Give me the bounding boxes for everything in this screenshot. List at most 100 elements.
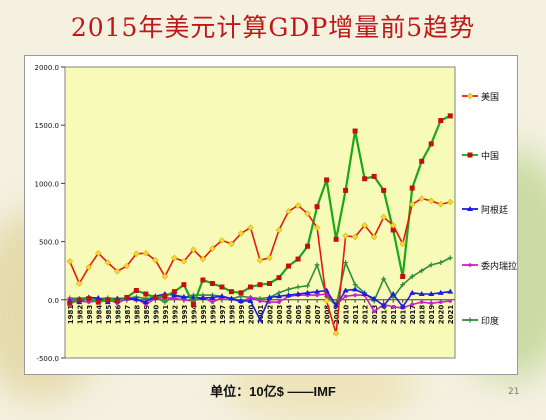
data-point [438,118,444,124]
gdp-line-chart: -500.0 0.0 500.0 1000.0 1500.0 2000.0 1981 1982… [35,64,518,363]
x-tick-label: 1986 [114,305,122,325]
data-point [419,268,425,274]
data-point [428,141,434,147]
data-point [390,290,397,296]
x-tick-label: 2004 [286,305,294,325]
x-tick-label: 1998 [228,305,236,325]
x-tick-label: 2009 [333,305,341,325]
data-point [237,230,245,237]
data-point [428,290,435,296]
data-point [123,262,131,270]
x-tick-label: 2017 [409,305,417,325]
data-point [467,152,473,158]
page-number: 21 [508,387,520,397]
footer-unit-note: 单位：10亿$ ——IMF [210,384,336,399]
data-point [86,300,91,304]
data-point [372,309,376,314]
data-point [410,302,414,307]
data-point [437,200,445,208]
data-point [66,258,74,265]
x-tick-label: 2006 [305,305,313,325]
x-tick-label: 1983 [86,305,94,325]
data-point [305,243,311,249]
data-point [295,290,302,296]
data-point [133,296,140,302]
data-point [446,198,454,206]
data-point [380,302,387,308]
data-point [277,300,281,304]
y-tick-label: -500.0 [36,355,59,363]
data-point [247,297,254,303]
data-point [381,276,387,282]
data-point [248,295,253,300]
data-point [447,255,453,261]
data-point [113,267,121,275]
data-point [152,294,158,300]
y-tick-label: 500.0 [39,239,59,247]
data-point [95,299,101,305]
data-point [380,213,388,221]
x-tick-label: 2001 [257,305,265,325]
data-point [467,206,473,211]
data-point [182,298,186,302]
data-point [400,274,406,280]
data-point [86,296,92,302]
data-point [142,299,149,305]
data-point [210,300,215,304]
x-tick-label: 1984 [95,305,103,325]
data-point [467,317,473,323]
data-point [143,291,149,297]
data-point [180,258,188,265]
data-point [343,294,348,299]
x-tick-label: 2012 [362,305,370,325]
y-tick-label: 1500.0 [35,122,60,130]
data-point [105,297,111,303]
legend-label: 阿根廷 [481,204,508,216]
y-tick-label: 0.0 [48,297,59,305]
y-tick-label: 1000.0 [35,180,60,188]
data-point [286,263,292,269]
data-point [275,226,283,234]
data-point [219,284,225,290]
data-point [218,293,225,299]
x-tick-label: 2011 [352,305,360,325]
chart-frame: -500.0 0.0 500.0 1000.0 1500.0 2000.0 1981 1982… [24,55,518,375]
data-point [218,237,226,244]
data-point [228,295,235,301]
data-point [228,240,235,248]
x-tick-label: 2018 [419,305,427,325]
x-tick-label: 1993 [181,305,189,325]
data-point [258,299,262,303]
data-point [342,232,349,240]
data-point [257,316,263,322]
x-tick-label: 2003 [276,305,284,325]
data-point [362,176,368,182]
x-tick-label: 1991 [162,305,170,325]
data-point [315,293,319,297]
x-tick-label: 2000 [247,305,255,325]
data-point [361,221,368,229]
data-point [171,289,177,295]
x-tick-label: 2010 [343,305,351,325]
x-tick-label: 1981 [67,305,75,325]
data-point [295,284,301,290]
data-point [75,280,83,287]
data-point [266,254,273,262]
data-point [324,177,330,183]
data-point [285,207,292,215]
data-point [371,295,378,301]
data-point [314,288,321,294]
data-point [313,224,321,231]
data-point [371,173,377,179]
x-tick-label: 2019 [428,305,436,325]
data-point [314,262,320,268]
x-tick-label: 2002 [267,305,275,325]
data-point [294,202,302,209]
data-point [142,249,150,257]
data-point [267,281,273,287]
data-point [133,287,139,293]
legend-label: 美国 [481,91,499,103]
data-point [409,185,415,191]
data-point [285,292,292,298]
data-point [152,256,159,264]
